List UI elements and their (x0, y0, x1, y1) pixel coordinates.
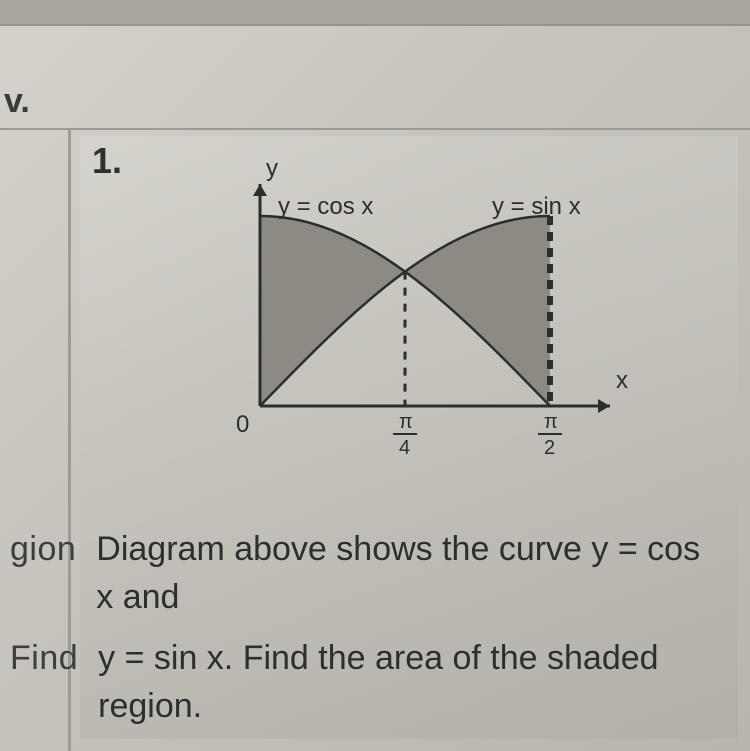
trig-chart: y x 0 y = cos x y = sin x π 4 π 2 (190, 146, 660, 466)
y-axis-label: y (266, 155, 278, 182)
x-arrow-icon (598, 399, 610, 413)
cutoff-word-2: Find (10, 639, 78, 678)
tick-num-0: π (399, 411, 413, 433)
horizontal-rule (0, 128, 750, 130)
tick-den-0: 4 (399, 437, 410, 459)
worksheet-page: v. 1. yx0y = cos xy = sin xπ4π2 gion Dia… (0, 0, 750, 751)
cutoff-word-1: gion (10, 530, 76, 569)
caption-row-1: gion Diagram above shows the curve y = c… (10, 526, 718, 621)
cos-label: y = cos x (278, 193, 373, 220)
sin-label: y = sin x (492, 193, 581, 220)
chart-svg: y x 0 y = cos x y = sin x π 4 π 2 (190, 146, 660, 466)
y-arrow-icon (253, 184, 267, 196)
caption-row-2: Find y = sin x. Find the area of the sha… (10, 635, 718, 730)
section-marker: v. (4, 82, 30, 121)
origin-label: 0 (236, 411, 249, 438)
shaded-left-wing (260, 216, 405, 406)
tick-den-1: 2 (544, 437, 555, 459)
shaded-right-wing (405, 216, 550, 406)
question-text: gion Diagram above shows the curve y = c… (10, 526, 738, 744)
tick-num-1: π (544, 411, 558, 433)
caption-line-2: y = sin x. Find the area of the shaded r… (98, 635, 718, 730)
x-axis-label: x (616, 367, 628, 394)
question-cell: 1. yx0y = cos xy = sin xπ4π2 gion Diagra… (80, 136, 738, 739)
top-border (0, 0, 750, 26)
caption-line-1: Diagram above shows the curve y = cos x … (96, 526, 718, 621)
